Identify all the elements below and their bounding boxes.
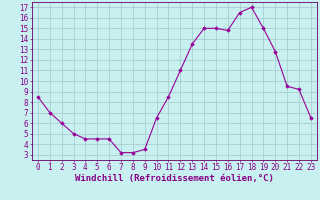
X-axis label: Windchill (Refroidissement éolien,°C): Windchill (Refroidissement éolien,°C): [75, 174, 274, 183]
